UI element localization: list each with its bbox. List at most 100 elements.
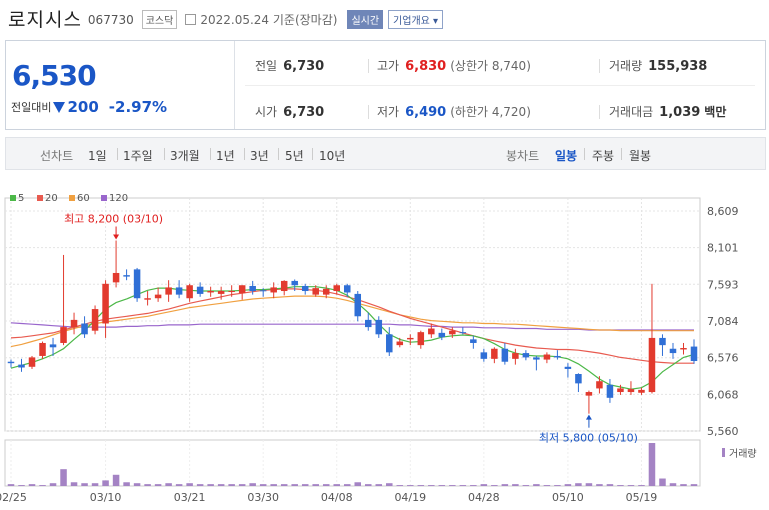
candle-body — [386, 334, 393, 353]
candle-body — [217, 291, 225, 294]
candle-body — [301, 285, 309, 292]
legend-label: 120 — [109, 193, 128, 204]
candle-body — [259, 290, 267, 292]
candle-chart-label: 봉차트 — [506, 149, 540, 163]
volume-bar — [18, 485, 25, 486]
candle-body — [49, 344, 57, 348]
volume-bar — [627, 485, 635, 486]
candle-body — [512, 353, 519, 359]
volume-bar — [396, 485, 404, 486]
tab-1y[interactable]: 1년 — [216, 149, 235, 163]
x-tick-label: 03/30 — [247, 491, 279, 504]
chart-tabs: 선차트 1일 1주일 3개월 1년 3년 5년 10년 봉차트 일봉 주봉 월봉 — [5, 137, 766, 170]
y-tick-label: 8,101 — [707, 242, 739, 255]
tab-5y[interactable]: 5년 — [285, 149, 304, 163]
volume-bar — [365, 484, 372, 486]
volume-bar — [480, 484, 488, 486]
ma20-line — [10, 288, 694, 364]
candle-body — [407, 337, 414, 340]
line-chart-label: 선차트 — [40, 149, 74, 163]
volume-bar — [39, 485, 46, 486]
candle-body — [428, 328, 435, 335]
quote-grid: 전일 6,730 고가 6,830 (상한가 8,740) 거래량 155,938 시가… — [235, 41, 765, 129]
candle-body — [144, 298, 151, 300]
candle-body — [270, 287, 277, 293]
x-tick-label: 04/28 — [468, 491, 500, 504]
y-tick-label: 5,560 — [707, 425, 739, 438]
x-tick-label: 04/19 — [394, 491, 426, 504]
volume-bar — [343, 484, 351, 486]
candle-body — [165, 287, 172, 295]
legend-label: 20 — [45, 193, 58, 204]
candle-body — [659, 337, 666, 346]
candle-body — [396, 341, 404, 346]
tab-monthly[interactable]: 월봉 — [629, 149, 652, 163]
candle-body — [533, 357, 540, 360]
y-tick-label: 8,609 — [707, 205, 739, 218]
tab-daily[interactable]: 일봉 — [555, 149, 578, 163]
prev-close: 전일 6,730 — [255, 59, 325, 74]
volume-bar — [144, 484, 151, 486]
candle-body — [175, 287, 183, 295]
volume-bar — [280, 484, 288, 486]
candle-body — [596, 381, 603, 389]
candle-body — [669, 348, 677, 354]
tab-3m[interactable]: 3개월 — [170, 149, 200, 163]
candle-body — [322, 288, 330, 295]
volume-bar — [133, 483, 141, 486]
candle-body — [81, 323, 88, 335]
tab-3y[interactable]: 3년 — [250, 149, 269, 163]
volume-legend-label: 거래량 — [729, 448, 757, 460]
volume-bar — [680, 484, 687, 486]
volume-bar — [543, 485, 551, 486]
candle-body — [449, 330, 456, 335]
tab-10y[interactable]: 10년 — [319, 149, 346, 163]
market-badge: 코스닥 — [141, 10, 178, 29]
quote-panel: 6,530 전일대비 200 -2.97% 전일 6,730 고가 6,830 (상한… — [5, 40, 766, 130]
volume-bar — [417, 485, 425, 486]
candle-body — [312, 288, 319, 295]
low-marker-arrow — [585, 414, 592, 420]
tab-weekly[interactable]: 주봉 — [592, 149, 615, 163]
x-tick-label: 03/21 — [174, 491, 206, 504]
candle-body — [690, 346, 698, 362]
volume-bar — [196, 484, 204, 486]
volume-bar — [428, 485, 435, 486]
candle-body — [648, 337, 656, 393]
current-price-box: 6,530 전일대비 200 -2.97% — [6, 41, 235, 129]
volume-bar — [270, 484, 277, 486]
candle-body — [249, 285, 256, 292]
candle-body — [501, 348, 509, 362]
x-tick-label: 05/10 — [552, 491, 584, 504]
candle-body — [18, 364, 25, 368]
candle-body — [291, 280, 298, 286]
volume-bar — [207, 484, 214, 486]
candle-body — [543, 354, 551, 360]
candle-body — [638, 389, 645, 393]
volume-bar — [312, 484, 319, 486]
volume-bar — [606, 484, 614, 486]
open-price: 시가 6,730 — [255, 105, 325, 120]
volume-bar — [70, 482, 78, 486]
company-overview-button[interactable]: 기업개요 ▾ — [388, 10, 444, 29]
low-price: 저가 6,490 (하한가 4,720) — [377, 105, 531, 120]
volume-bar — [438, 485, 446, 486]
realtime-button[interactable]: 실시간 — [347, 10, 384, 29]
candle-body — [207, 291, 214, 293]
legend-swatch — [69, 195, 75, 201]
quote-date: 2022.05.24 기준(장마감) — [200, 13, 338, 27]
volume-bar — [669, 483, 677, 486]
tab-1d[interactable]: 1일 — [88, 149, 107, 163]
tab-1w[interactable]: 1주일 — [123, 149, 153, 163]
candle-body — [7, 361, 15, 364]
volume-bar — [7, 484, 15, 486]
y-tick-label: 6,576 — [707, 352, 739, 365]
ma5-line — [10, 286, 695, 390]
volume-bar — [648, 443, 656, 486]
volume-bar — [322, 484, 330, 486]
candle-body — [91, 309, 99, 331]
candle-body — [585, 392, 593, 396]
volume-bar — [459, 485, 467, 486]
candle-body — [60, 327, 67, 343]
